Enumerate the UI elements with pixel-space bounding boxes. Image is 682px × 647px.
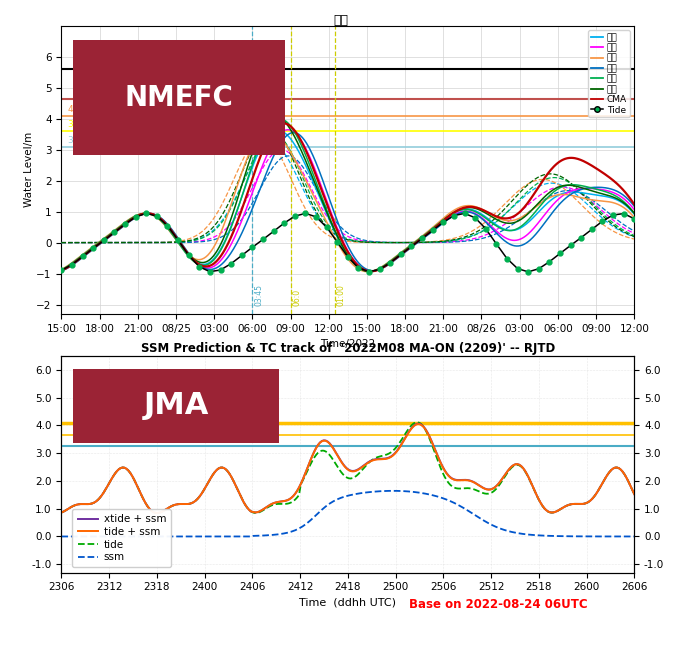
Legend: xtide + ssm, tide + ssm, tide, ssm: xtide + ssm, tide + ssm, tide, ssm bbox=[72, 509, 171, 567]
Y-axis label: Water Level/m: Water Level/m bbox=[23, 132, 33, 208]
Text: Base on 2022-08-24 06UTC: Base on 2022-08-24 06UTC bbox=[409, 598, 588, 611]
Title: SSM Prediction & TC track of  '2022M08 MA-ON (2209)' -- RJTD: SSM Prediction & TC track of '2022M08 MA… bbox=[140, 342, 555, 355]
Text: 01:00: 01:00 bbox=[337, 284, 346, 306]
Text: 4.1m: 4.1m bbox=[67, 105, 90, 114]
X-axis label: Time/2022: Time/2022 bbox=[320, 339, 376, 349]
Text: 媽閑: 媽閑 bbox=[333, 14, 349, 27]
Legend: 最强, 最弱, 最快, 最慢, 最左, 最右, CMA, Tide: 最强, 最弱, 最快, 最慢, 最左, 最右, CMA, Tide bbox=[588, 30, 629, 117]
X-axis label: Time  (ddhh UTC): Time (ddhh UTC) bbox=[299, 598, 396, 608]
Text: 03:45: 03:45 bbox=[254, 284, 263, 306]
Text: NMEFC: NMEFC bbox=[124, 84, 233, 112]
Text: 3.6m: 3.6m bbox=[67, 120, 90, 129]
Bar bbox=[73, 40, 285, 155]
Bar bbox=[73, 369, 279, 443]
Text: 06:0: 06:0 bbox=[293, 289, 301, 306]
Text: JMA: JMA bbox=[143, 391, 209, 420]
Text: 3.1m: 3.1m bbox=[67, 136, 90, 145]
